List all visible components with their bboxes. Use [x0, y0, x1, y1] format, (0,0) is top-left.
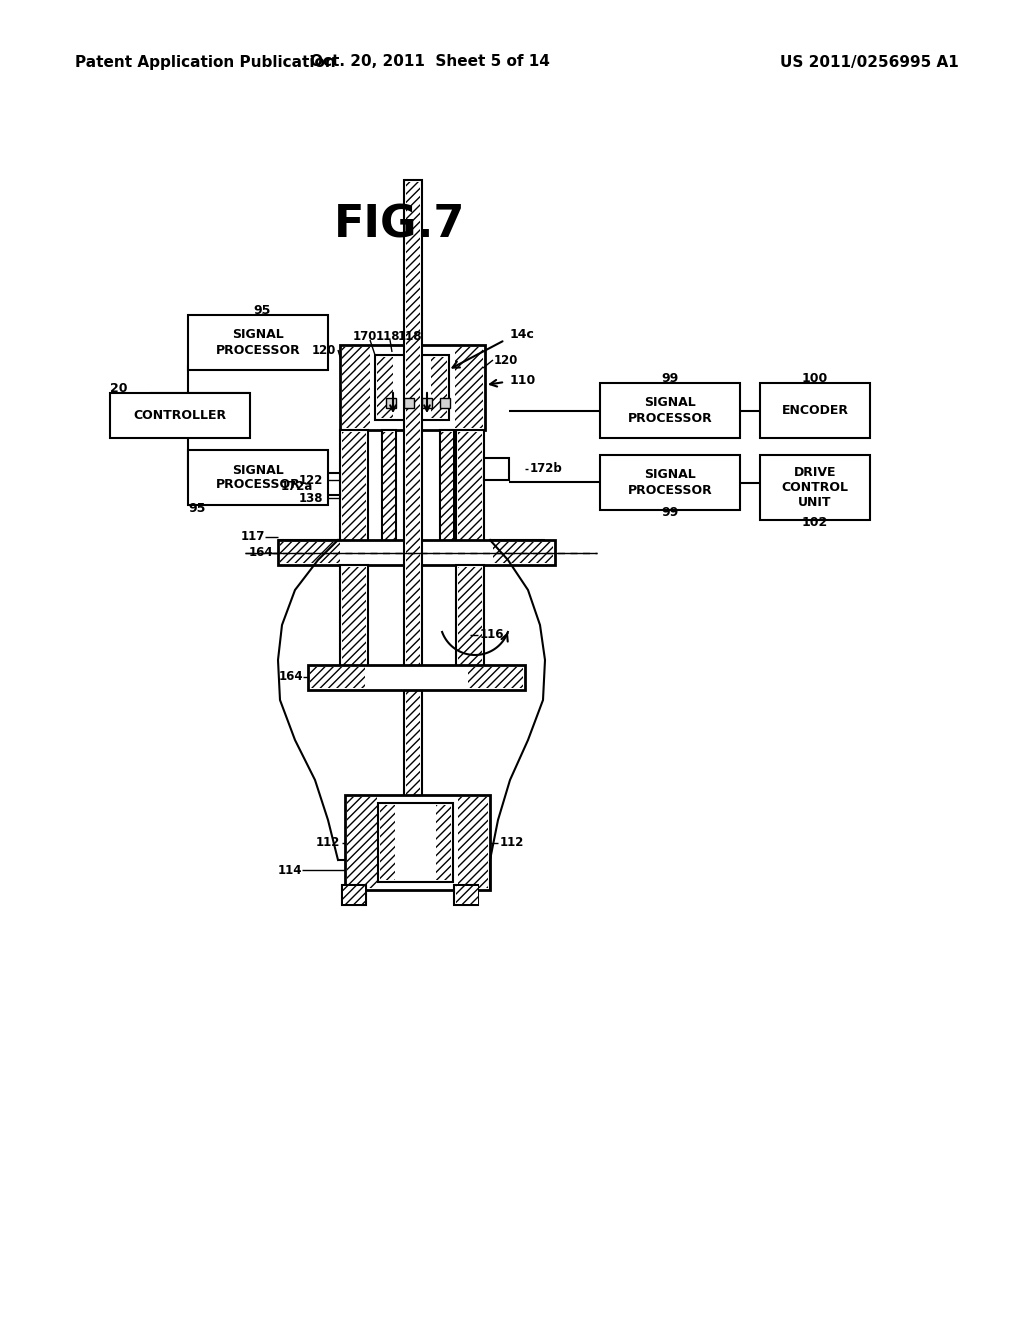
Text: 102: 102: [802, 516, 828, 529]
Bar: [386, 399, 396, 408]
Bar: [340, 345, 485, 430]
Text: 20: 20: [110, 383, 128, 396]
Bar: [760, 455, 870, 520]
Text: SIGNAL
PROCESSOR: SIGNAL PROCESSOR: [628, 396, 713, 425]
Bar: [342, 568, 366, 688]
Text: ENCODER: ENCODER: [781, 404, 849, 417]
Bar: [455, 347, 483, 428]
Bar: [188, 315, 328, 370]
Bar: [278, 540, 555, 565]
Text: 164: 164: [249, 546, 273, 560]
Bar: [347, 797, 377, 888]
Bar: [280, 543, 340, 564]
Text: 172b: 172b: [530, 462, 563, 475]
Bar: [404, 180, 422, 820]
Bar: [484, 458, 509, 480]
Text: 120: 120: [311, 343, 336, 356]
Text: 110: 110: [510, 374, 537, 387]
Bar: [406, 182, 420, 818]
Text: SIGNAL
PROCESSOR: SIGNAL PROCESSOR: [628, 469, 713, 496]
Text: 118: 118: [376, 330, 400, 343]
Bar: [377, 356, 393, 418]
Bar: [600, 455, 740, 510]
Bar: [456, 565, 484, 690]
Bar: [110, 393, 250, 438]
Text: 170: 170: [353, 330, 377, 343]
Bar: [440, 399, 450, 408]
Text: 164: 164: [279, 671, 303, 684]
Text: 120: 120: [494, 354, 518, 367]
Text: SIGNAL
PROCESSOR: SIGNAL PROCESSOR: [216, 463, 300, 491]
Bar: [345, 795, 490, 890]
Bar: [441, 432, 453, 548]
Bar: [458, 797, 488, 888]
Text: 118: 118: [397, 330, 422, 343]
Text: SIGNAL
PROCESSOR: SIGNAL PROCESSOR: [216, 329, 300, 356]
Bar: [188, 450, 328, 506]
Bar: [600, 383, 740, 438]
Text: 100: 100: [802, 371, 828, 384]
Bar: [440, 430, 454, 550]
Bar: [378, 803, 453, 882]
Bar: [458, 432, 482, 548]
Bar: [454, 884, 478, 906]
Bar: [456, 430, 484, 550]
Bar: [375, 355, 449, 420]
Bar: [342, 884, 366, 906]
Bar: [340, 430, 368, 550]
Bar: [340, 565, 368, 690]
Text: Oct. 20, 2011  Sheet 5 of 14: Oct. 20, 2011 Sheet 5 of 14: [310, 54, 550, 70]
Bar: [468, 667, 523, 688]
Text: 117: 117: [241, 531, 265, 544]
Bar: [380, 805, 395, 880]
Text: DRIVE
CONTROL
UNIT: DRIVE CONTROL UNIT: [781, 466, 849, 510]
Text: 99: 99: [662, 371, 679, 384]
Bar: [456, 886, 478, 904]
Bar: [436, 805, 451, 880]
Bar: [382, 430, 396, 550]
Text: 95: 95: [188, 502, 206, 515]
Text: 122: 122: [299, 474, 323, 487]
Bar: [315, 473, 340, 495]
Text: FIG.7: FIG.7: [334, 203, 466, 247]
Bar: [343, 886, 365, 904]
Bar: [760, 383, 870, 438]
Text: 99: 99: [662, 507, 679, 520]
Text: US 2011/0256995 A1: US 2011/0256995 A1: [780, 54, 958, 70]
Text: 14c: 14c: [510, 329, 535, 342]
Bar: [404, 399, 414, 408]
Text: 116: 116: [480, 628, 505, 642]
Text: 112: 112: [500, 837, 524, 850]
Bar: [310, 667, 365, 688]
Bar: [493, 543, 553, 564]
Bar: [458, 568, 482, 688]
Text: 172a: 172a: [281, 480, 313, 494]
Bar: [308, 665, 525, 690]
Text: 138: 138: [299, 491, 323, 504]
Text: 95: 95: [253, 304, 270, 317]
Text: CONTROLLER: CONTROLLER: [133, 409, 226, 422]
Bar: [383, 432, 395, 548]
Text: Patent Application Publication: Patent Application Publication: [75, 54, 336, 70]
Bar: [422, 399, 432, 408]
Bar: [431, 356, 447, 418]
Bar: [342, 347, 370, 428]
Bar: [342, 432, 366, 548]
Text: 114: 114: [278, 863, 302, 876]
Text: 112: 112: [315, 837, 340, 850]
